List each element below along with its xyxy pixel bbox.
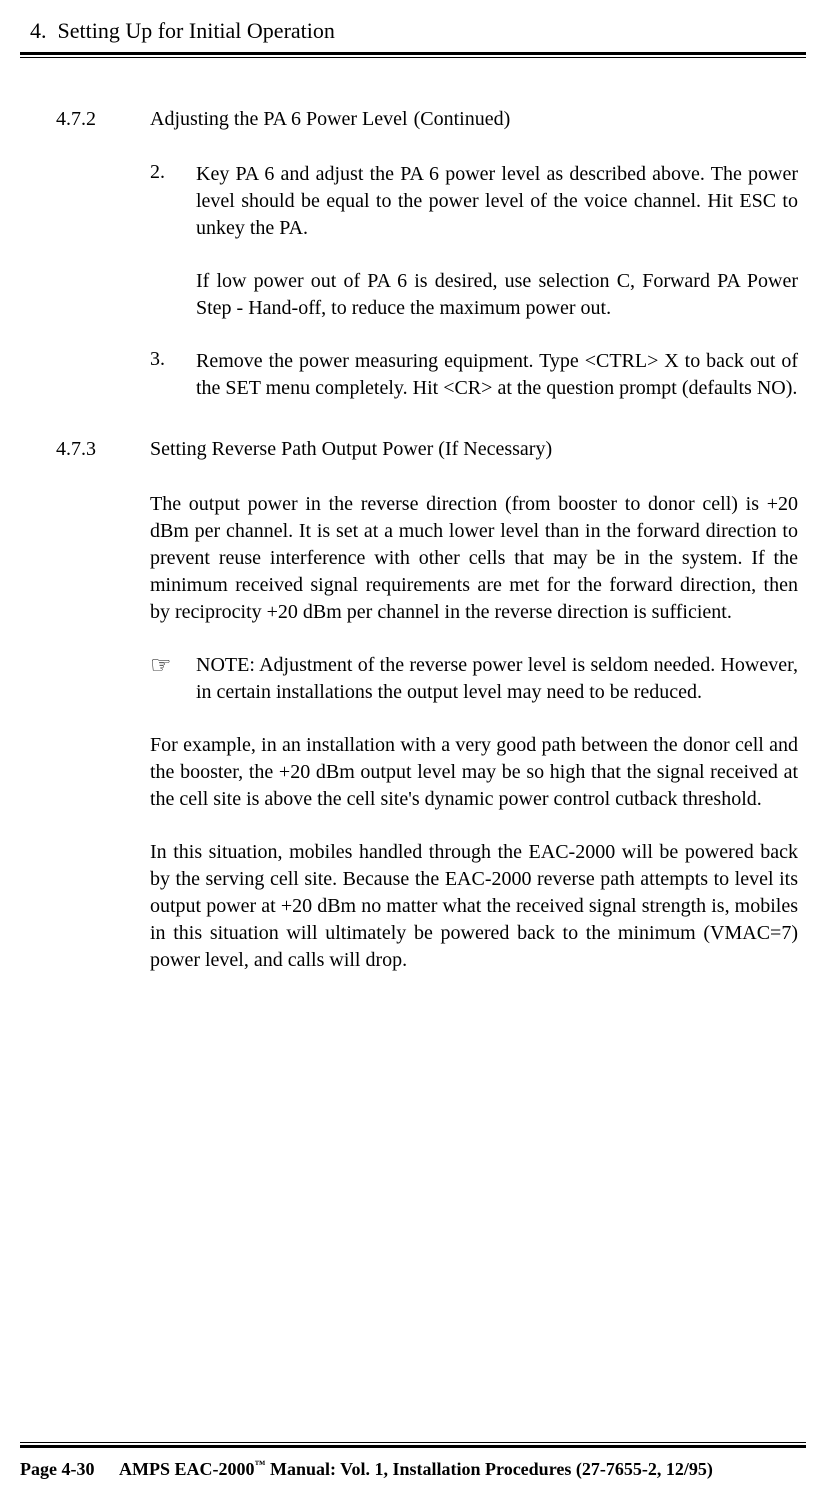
section-heading-472: 4.7.2 Adjusting the PA 6 Power Level(Con… bbox=[56, 108, 798, 131]
footer-page-number: Page 4-30 bbox=[20, 1459, 94, 1480]
paragraph: For example, in an installation with a v… bbox=[150, 732, 798, 813]
trademark-symbol: ™ bbox=[254, 1459, 265, 1471]
key-esc: ESC bbox=[739, 190, 776, 212]
paragraph: The output power in the reverse directio… bbox=[150, 491, 798, 626]
chapter-title: Setting Up for Initial Operation bbox=[58, 18, 335, 43]
list-item-3: 3. Remove the power measuring equipment.… bbox=[150, 348, 798, 402]
chapter-number: 4. bbox=[30, 18, 47, 43]
note-label: NOTE: bbox=[196, 654, 255, 676]
paragraph: In this situation, mobiles handled throu… bbox=[150, 839, 798, 974]
note-text: NOTE: Adjustment of the reverse power le… bbox=[196, 652, 798, 706]
item-text: Key PA 6 and adjust the PA 6 power level… bbox=[196, 161, 798, 322]
item-text: Remove the power measuring equipment. Ty… bbox=[196, 348, 798, 402]
footer-manual-title: AMPS EAC-2000™ Manual: Vol. 1, Installat… bbox=[119, 1459, 713, 1480]
chapter-header: 4. Setting Up for Initial Operation bbox=[0, 0, 826, 52]
key-c: C bbox=[617, 270, 630, 292]
item-number: 3. bbox=[150, 348, 196, 402]
key-cr: <CR> bbox=[443, 377, 492, 399]
document-page: 4. Setting Up for Initial Operation 4.7.… bbox=[0, 0, 826, 1498]
pointing-hand-icon: ☞ bbox=[150, 652, 196, 706]
footer-rule bbox=[20, 1442, 806, 1448]
item-number: 2. bbox=[150, 161, 196, 322]
continued-label: (Continued) bbox=[414, 108, 511, 130]
section-number: 4.7.2 bbox=[56, 108, 150, 131]
section-473-body: The output power in the reverse directio… bbox=[150, 491, 798, 974]
section-472-body: 2. Key PA 6 and adjust the PA 6 power le… bbox=[150, 161, 798, 402]
note-block: ☞ NOTE: Adjustment of the reverse power … bbox=[150, 652, 798, 706]
key-ctrl-x: <CTRL> X bbox=[585, 350, 679, 372]
page-footer: Page 4-30 AMPS EAC-2000™ Manual: Vol. 1,… bbox=[20, 1459, 806, 1480]
section-title: Setting Reverse Path Output Power (If Ne… bbox=[150, 438, 552, 461]
section-number: 4.7.3 bbox=[56, 438, 150, 461]
page-content: 4.7.2 Adjusting the PA 6 Power Level(Con… bbox=[0, 58, 826, 974]
list-item-2: 2. Key PA 6 and adjust the PA 6 power le… bbox=[150, 161, 798, 322]
section-title: Adjusting the PA 6 Power Level(Continued… bbox=[150, 108, 510, 131]
section-heading-473: 4.7.3 Setting Reverse Path Output Power … bbox=[56, 438, 798, 461]
